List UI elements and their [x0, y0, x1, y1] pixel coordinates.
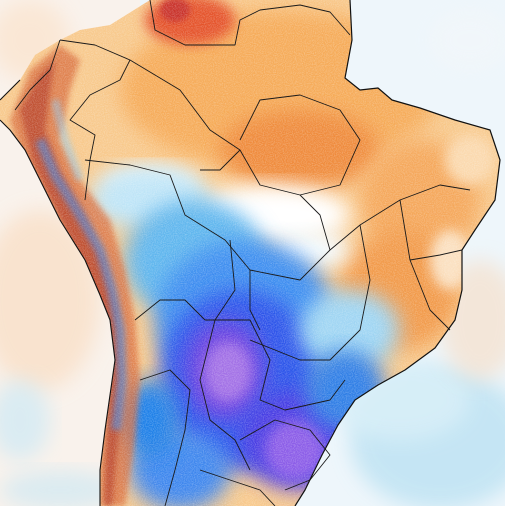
country-borders	[14, 0, 471, 506]
coastline	[294, 0, 501, 506]
west-coastline	[0, 79, 116, 506]
